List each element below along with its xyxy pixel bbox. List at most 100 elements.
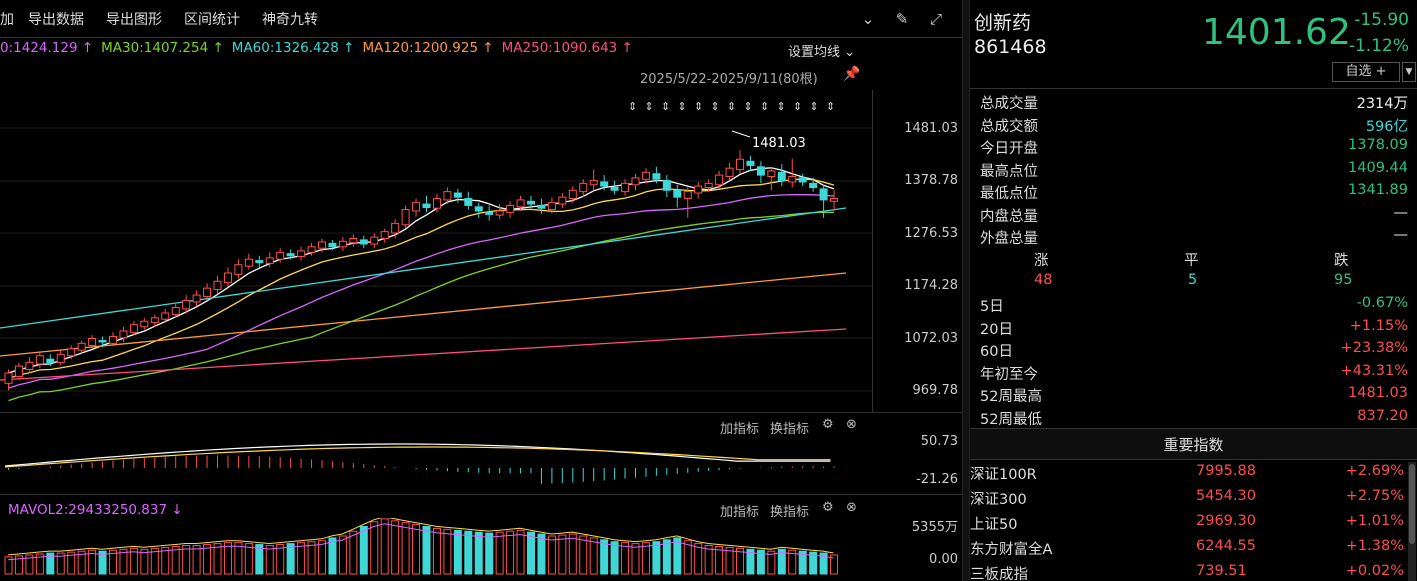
index-name: 三板成指 [970, 567, 1028, 581]
price-tick-1: 1378.78 [904, 173, 958, 188]
gear-icon[interactable]: ⚙ [822, 500, 834, 515]
candle-body [67, 348, 76, 357]
info-label: 外盘总量 [980, 231, 1038, 247]
breadth-up-label: 涨 [1034, 253, 1049, 269]
perf-label: 52周最高 [980, 389, 1042, 405]
candle-body [830, 198, 839, 202]
high-marker: 1481.03 [752, 136, 806, 151]
info-value: — [1393, 204, 1409, 221]
candle-body [809, 182, 818, 189]
candle-body [777, 171, 786, 182]
close-icon[interactable]: ⊗ [846, 500, 857, 515]
candle-body [265, 257, 274, 264]
volume-bar [244, 543, 253, 575]
index-pct: +2.75% [1345, 488, 1404, 504]
info-row: 今日开盘 1378.09 [980, 137, 1408, 159]
perf-row: 52周最低 837.20 [980, 408, 1408, 430]
perf-label: 60日 [980, 344, 1013, 360]
brush-icon[interactable]: ✎ [895, 10, 909, 28]
volume-bar [558, 534, 567, 575]
add-indicator-button[interactable]: 加指标 [720, 422, 760, 437]
candle-body [286, 253, 295, 257]
toolbar-item-export-chart[interactable]: 导出图形 [106, 12, 162, 28]
volume-bar [265, 545, 274, 575]
price-tick-5: 969.78 [912, 383, 959, 398]
info-value: 1341.89 [1348, 182, 1408, 198]
volume-bar [192, 545, 201, 575]
candle-body [547, 202, 556, 211]
candle-body [35, 355, 44, 365]
volume-bar [391, 520, 400, 575]
volume-chart[interactable] [0, 518, 872, 578]
candle-body [652, 173, 661, 180]
vol-tick-bottom: 0.00 [929, 552, 958, 567]
volume-bar [777, 548, 786, 575]
macd-chart[interactable] [0, 436, 872, 490]
watchlist-dropdown-icon[interactable]: ▼ [1402, 62, 1416, 82]
volume-bar [422, 526, 431, 575]
candle-body [673, 189, 682, 198]
panel-splitter[interactable] [962, 0, 970, 581]
candle-body [370, 236, 379, 245]
candle-body [725, 167, 734, 177]
nine-turn-arrow: ⇕ [661, 100, 670, 113]
high-marker-line [731, 130, 751, 138]
volume-bar [694, 543, 703, 575]
volume-bar [527, 531, 535, 575]
volume-bar [547, 535, 556, 575]
macd-dea-line [4, 446, 831, 468]
perf-row: 60日 +23.38% [980, 340, 1408, 362]
breadth-flat-count: 5 [1188, 272, 1198, 288]
change-indicator-button-vol[interactable]: 换指标 [770, 505, 810, 520]
gear-icon[interactable]: ⚙ [822, 417, 834, 432]
add-watchlist-button[interactable]: 自选 + [1332, 62, 1400, 82]
volume-bar [338, 535, 347, 575]
info-value: 1409.44 [1348, 159, 1408, 176]
index-row[interactable]: 上证50 2969.30 +1.01% [970, 513, 1410, 537]
perf-label: 年初至今 [980, 366, 1038, 383]
pin-icon[interactable]: 📌 [843, 66, 861, 82]
add-indicator-button-vol[interactable]: 加指标 [720, 505, 760, 520]
volume-bar [140, 548, 149, 575]
index-scrollbar[interactable] [1408, 462, 1416, 581]
change-indicator-button[interactable]: 换指标 [770, 422, 810, 437]
volume-bar [495, 531, 504, 575]
info-label: 最高点位 [980, 163, 1038, 180]
perf-row: 52周最高 1481.03 [980, 385, 1408, 407]
set-ma-button[interactable]: 设置均线 ⌄ [788, 45, 856, 60]
index-scrollbar-thumb[interactable] [1409, 464, 1415, 544]
index-price: 5454.30 [1196, 488, 1256, 504]
candlestick-chart[interactable]: ⇕ ⇕ ⇕ ⇕ ⇕ ⇕ ⇕ ⇕ ⇕ ⇕ ⇕ ⇕ ⇕ 1481.03 [0, 90, 872, 412]
volume-bar [203, 544, 212, 575]
close-icon[interactable]: ⊗ [846, 417, 857, 432]
toolbar-item-export-data[interactable]: 导出数据 [28, 12, 84, 28]
fullscreen-icon[interactable]: ⤢ [929, 10, 942, 28]
index-row[interactable]: 深证300 5454.30 +2.75% [970, 488, 1410, 512]
chevron-down-circle-icon[interactable]: ⌄ [861, 10, 875, 28]
index-name: 东方财富全A [970, 542, 1053, 558]
toolbar-item-range-stats[interactable]: 区间统计 [184, 12, 240, 28]
info-value: 2314万 [1356, 96, 1408, 112]
toolbar-item-add[interactable]: 加 [0, 12, 14, 28]
index-row[interactable]: 东方财富全A 6244.55 +1.38% [970, 538, 1410, 562]
volume-bar [579, 535, 588, 575]
index-row[interactable]: 三板成指 739.51 +0.02% [970, 563, 1410, 581]
chart-area[interactable]: 加 导出数据 导出图形 区间统计 神奇九转 ⌄ ✎ ⤢ 0:1424.129 ↑… [0, 0, 962, 581]
candle-body [412, 202, 421, 212]
candle-body [683, 191, 692, 200]
candle-body [600, 181, 609, 187]
volume-bar [56, 552, 65, 575]
nine-turn-arrow: ⇕ [628, 100, 637, 113]
index-row[interactable]: 深证100R 7995.88 +2.69% [970, 463, 1410, 487]
toolbar-item-magic-nine[interactable]: 神奇九转 [262, 12, 318, 28]
candle-body [328, 242, 337, 248]
candle-body [495, 210, 504, 216]
stock-name: 创新药 [974, 12, 1032, 34]
info-label: 总成交额 [980, 118, 1038, 135]
candle-body [715, 174, 724, 186]
macd-tick-bottom: -21.26 [916, 472, 958, 487]
candle-body [746, 160, 755, 166]
volume-bar [568, 533, 577, 575]
candle-body [506, 204, 515, 213]
candle-body [276, 251, 285, 260]
